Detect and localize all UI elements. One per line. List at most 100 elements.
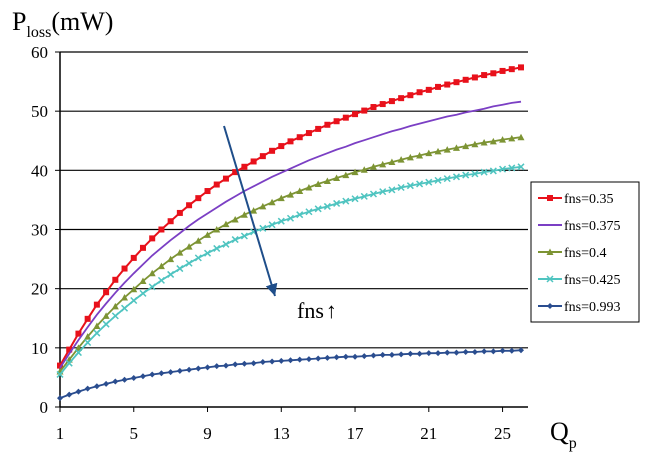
data-point (268, 198, 276, 206)
data-point (508, 66, 515, 73)
y-axis-title: Ploss(mW) (12, 7, 113, 41)
data-point (204, 364, 211, 371)
data-point (259, 224, 267, 232)
legend-item: fns=0.375 (538, 219, 621, 234)
data-point (490, 348, 497, 355)
data-point (84, 338, 92, 347)
data-point (93, 383, 100, 390)
data-point (167, 218, 174, 225)
data-point (203, 249, 212, 257)
data-point (416, 89, 423, 96)
data-point (388, 98, 395, 105)
data-point (398, 351, 405, 358)
series-3 (56, 163, 525, 378)
data-point (462, 348, 469, 355)
data-point (148, 283, 156, 291)
data-point (351, 195, 359, 203)
data-point (74, 344, 82, 351)
data-point (314, 205, 322, 213)
data-point (222, 240, 230, 248)
data-point (480, 168, 488, 176)
data-point (176, 367, 183, 374)
data-point (499, 165, 507, 173)
data-point (57, 362, 63, 369)
data-point (360, 166, 368, 173)
data-point (397, 156, 405, 163)
data-point (296, 134, 303, 141)
legend-swatch-marker (547, 303, 553, 309)
y-tick-label: 50 (31, 102, 48, 121)
data-point (112, 378, 119, 385)
data-point (471, 140, 479, 148)
legend-label: fns=0.993 (564, 300, 621, 315)
y-axis-title-unit: (mW) (51, 7, 113, 36)
x-tick-label: 1 (56, 424, 65, 443)
data-point (66, 346, 73, 353)
data-point (286, 214, 295, 222)
data-point (352, 111, 359, 118)
data-point (489, 137, 497, 145)
data-point (471, 348, 478, 355)
x-tick-label: 17 (347, 424, 365, 443)
data-point (93, 329, 101, 337)
data-point (222, 175, 229, 182)
data-point (102, 320, 110, 328)
data-point (398, 95, 405, 102)
data-point (342, 171, 350, 179)
data-point (406, 182, 414, 190)
data-point (93, 322, 101, 329)
data-point (333, 118, 340, 125)
data-point (360, 192, 368, 200)
data-point (388, 158, 396, 166)
data-point (315, 125, 322, 132)
data-point (204, 188, 211, 195)
data-point (361, 107, 368, 114)
data-point (471, 170, 479, 178)
data-point (176, 265, 184, 273)
y-tick-label: 0 (40, 398, 49, 417)
data-point (66, 391, 73, 398)
y-tick-label: 30 (31, 221, 48, 240)
data-point (517, 163, 525, 171)
data-point (333, 174, 341, 182)
data-point (508, 134, 516, 142)
data-point (490, 70, 497, 77)
data-point (111, 312, 119, 320)
data-point (75, 330, 82, 337)
data-point (517, 133, 525, 141)
data-point (130, 285, 138, 293)
data-point (352, 353, 359, 360)
data-point (370, 104, 377, 111)
data-point (250, 207, 258, 214)
data-point (213, 181, 220, 188)
y-tick-label: 60 (31, 43, 48, 62)
data-point (139, 289, 147, 297)
data-point (518, 64, 524, 71)
data-point (462, 142, 470, 150)
data-point (342, 197, 350, 205)
data-point (176, 249, 184, 256)
legend-swatch-marker (546, 248, 554, 255)
legend-item: fns=0.4 (538, 246, 607, 261)
data-point (416, 350, 423, 357)
x-tick-label: 13 (273, 424, 290, 443)
data-point (296, 211, 304, 219)
grid-layer (60, 51, 528, 349)
data-point (407, 350, 414, 357)
data-point (379, 160, 387, 168)
data-point (489, 167, 497, 175)
data-point (222, 220, 230, 228)
data-point (425, 350, 432, 357)
data-point (434, 176, 442, 184)
data-point (342, 353, 349, 360)
data-point (84, 385, 91, 392)
data-point (121, 294, 129, 301)
data-point (416, 152, 424, 159)
data-point (443, 175, 451, 183)
data-point (499, 136, 507, 143)
data-point (149, 371, 156, 378)
data-point (407, 92, 414, 99)
x-tick-label: 25 (494, 424, 511, 443)
data-point (324, 354, 331, 361)
data-point (369, 163, 377, 170)
